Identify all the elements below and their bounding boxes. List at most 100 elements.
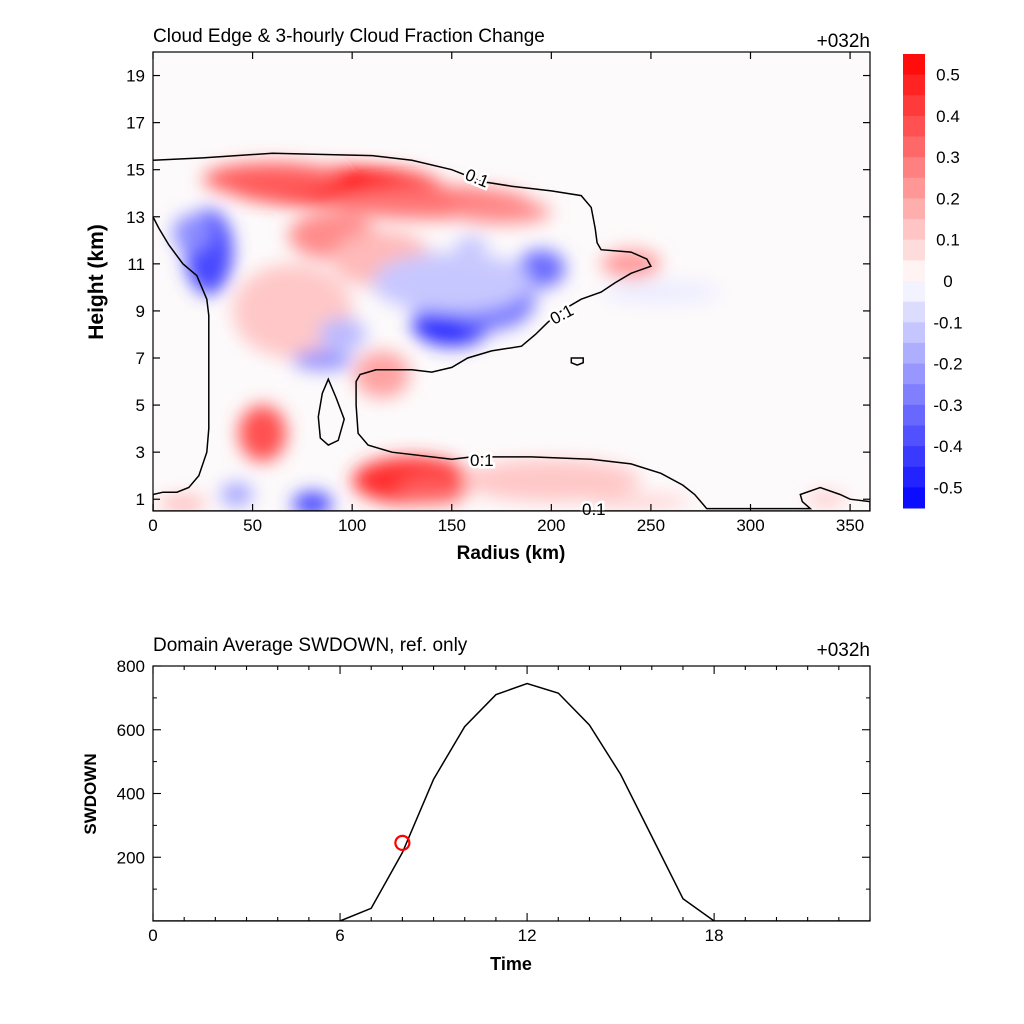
heatmap-y-tick-label: 5 (136, 396, 145, 415)
heatmap-y-tick-label: 17 (126, 114, 145, 133)
colorbar-tick-label: -0.4 (933, 437, 962, 456)
line-chart-axes: 0 6 12 18 200 400 600 800 (117, 657, 871, 945)
contour-label-low: 0.1 (470, 451, 494, 470)
heatmap-blob-21 (372, 252, 532, 314)
colorbar-swatch (903, 219, 925, 241)
heatmap-y-tick-label: 13 (126, 208, 145, 227)
colorbar-swatch (903, 95, 925, 117)
colorbar-tick-label: 0.1 (936, 231, 960, 250)
colorbar-swatch (903, 260, 925, 282)
heatmap-y-axis-label: Height (km) (85, 224, 108, 340)
heatmap-y-tick-label: 1 (136, 490, 145, 509)
line-chart-time-label: +032h (817, 640, 870, 661)
heatmap-x-tick-label: 50 (243, 516, 262, 535)
line-chart-x-tick-label: 6 (335, 926, 344, 945)
heatmap-y-tick-label: 15 (126, 161, 145, 180)
colorbar-swatch (903, 281, 925, 303)
heatmap-blob-15 (806, 492, 847, 507)
line-chart-panel: Domain Average SWDOWN, ref. only +032h 0… (81, 635, 871, 974)
heatmap-blob-22 (292, 350, 353, 370)
heatmap-blob-26 (455, 237, 488, 253)
cloud-edge-contour-main (153, 152, 870, 511)
heatmap-blob-23 (318, 317, 367, 351)
line-chart-title: Domain Average SWDOWN, ref. only (153, 635, 468, 656)
heatmap-x-tick-label: 200 (537, 516, 565, 535)
colorbar-swatch (903, 322, 925, 344)
heatmap-y-tick-label: 7 (136, 349, 145, 368)
colorbar-swatch (903, 363, 925, 385)
line-chart-y-tick-label: 800 (117, 657, 145, 676)
line-chart-y-tick-label: 400 (117, 785, 145, 804)
heatmap-y-tick-label: 3 (136, 443, 145, 462)
colorbar-tick-label: -0.1 (933, 313, 962, 332)
cloud-edge-contour-hole-1 (570, 357, 584, 366)
heatmap-blob-8 (238, 405, 287, 462)
colorbar-swatch (903, 425, 925, 447)
colorbar-swatch (903, 342, 925, 365)
colorbar-swatch (903, 404, 925, 426)
heatmap-x-tick-label: 150 (438, 516, 466, 535)
colorbar-swatch (903, 115, 925, 138)
line-chart-x-axis-label: Time (490, 954, 532, 974)
contour-label-bottom: 0.1 (582, 500, 606, 519)
line-chart-y-tick-label: 600 (117, 721, 145, 740)
colorbar-swatch (903, 487, 925, 509)
heatmap-blob-17 (172, 214, 213, 253)
colorbar-swatch (903, 177, 925, 199)
heatmap-x-tick-label: 250 (637, 516, 665, 535)
heatmap-blob-4 (601, 249, 661, 278)
line-chart-x-tick-label: 18 (705, 926, 724, 945)
colorbar-tick-label: 0.3 (936, 148, 960, 167)
heatmap-blob-14 (158, 495, 207, 511)
colorbar-swatch (903, 301, 925, 323)
colorbar-swatch (903, 446, 925, 468)
heatmap-x-tick-label: 0 (148, 516, 157, 535)
heatmap-blob-24 (292, 492, 333, 511)
colorbar-swatch (903, 54, 925, 76)
colorbar-swatch (903, 466, 925, 488)
heatmap-x-tick-label: 300 (736, 516, 764, 535)
colorbar-swatch (903, 74, 925, 96)
line-chart-series (153, 682, 870, 921)
line-chart-x-tick-label: 0 (148, 926, 157, 945)
colorbar-tick-label: 0.5 (936, 66, 960, 85)
heatmap-panel: Cloud Edge & 3-hourly Cloud Fraction Cha… (85, 26, 871, 564)
heatmap-blob-1 (202, 162, 343, 196)
heatmap-frame (152, 51, 871, 512)
heatmap-y-tick-label: 11 (127, 255, 145, 274)
colorbar-tick-label: -0.2 (933, 355, 962, 374)
colorbar: 0.5 0.4 0.3 0.2 0.1 0 -0.1 -0.2 -0.3 -0.4 -0.5 (903, 54, 963, 509)
colorbar-tick-label: -0.5 (933, 478, 962, 497)
colorbar-tick-label: 0.4 (936, 107, 960, 126)
colorbar-swatch (903, 239, 925, 261)
heatmap-blob-11 (395, 475, 468, 504)
colorbar-tick-label: 0 (943, 272, 952, 291)
colorbar-swatch (903, 136, 925, 158)
heatmap-y-tick-label: 9 (136, 302, 145, 321)
line-chart-y-axis-label: SWDOWN (81, 753, 100, 834)
heatmap-blob-12 (461, 459, 641, 502)
heatmap-field (158, 162, 847, 511)
heatmap-x-tick-label: 100 (338, 516, 366, 535)
heatmap-blob-3 (451, 200, 552, 224)
colorbar-swatch (903, 384, 925, 406)
line-chart-x-tick-label: 12 (518, 926, 537, 945)
heatmap-x-axis-label: Radius (km) (457, 543, 566, 564)
current-time-marker (394, 834, 411, 852)
heatmap-y-tick-label: 19 (126, 67, 145, 86)
heatmap-blob-27 (601, 280, 721, 304)
colorbar-tick-label: -0.3 (933, 396, 962, 415)
cloud-edge-contour-hole-0 (317, 377, 345, 446)
cloud-edge-contours (153, 152, 870, 511)
heatmap-blob-25 (220, 482, 253, 507)
line-chart-y-tick-label: 200 (117, 848, 145, 867)
heatmap-time-label: +032h (817, 31, 870, 52)
heatmap-title: Cloud Edge & 3-hourly Cloud Fraction Cha… (153, 26, 545, 47)
heatmap-x-tick-label: 350 (836, 516, 864, 535)
swdown-line (153, 682, 870, 921)
heatmap-blob-9 (354, 350, 410, 399)
heatmap-blob-13 (591, 494, 691, 509)
colorbar-tick-label: 0.2 (936, 189, 960, 208)
